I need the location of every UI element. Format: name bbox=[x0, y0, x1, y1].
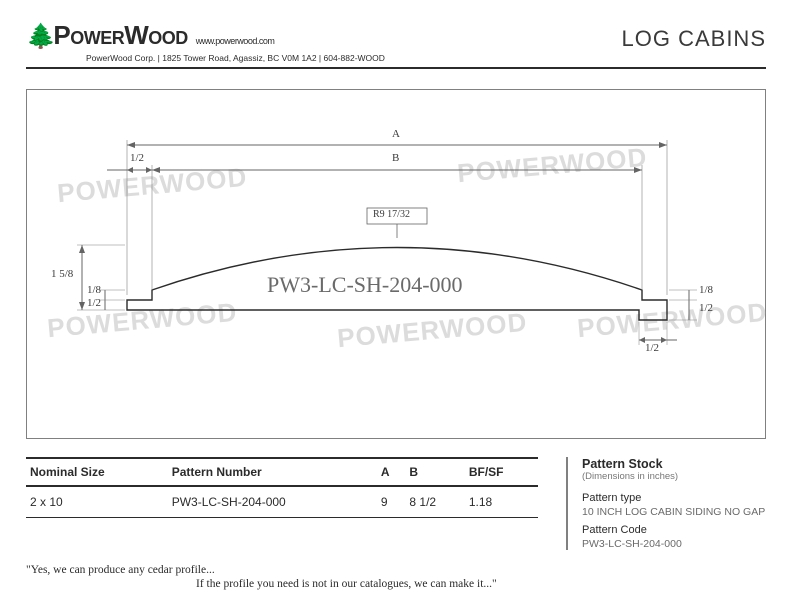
dim-b-label: B bbox=[392, 152, 399, 164]
pattern-code-value: PW3-LC-SH-204-000 bbox=[582, 538, 766, 550]
pattern-type-label: Pattern type bbox=[582, 492, 766, 504]
pattern-table-wrap: Nominal Size Pattern Number A B BF/SF 2 … bbox=[26, 457, 538, 518]
bottom-row: Nominal Size Pattern Number A B BF/SF 2 … bbox=[26, 457, 766, 550]
td-pattern: PW3-LC-SH-204-000 bbox=[168, 486, 377, 518]
th-b: B bbox=[405, 458, 464, 486]
pattern-stock-box: Pattern Stock (Dimensions in inches) Pat… bbox=[566, 457, 766, 550]
page: 🌲POWERWOOD www.powerwood.com PowerWood Co… bbox=[0, 0, 792, 604]
profile-diagram bbox=[27, 90, 767, 440]
pattern-table: Nominal Size Pattern Number A B BF/SF 2 … bbox=[26, 457, 538, 518]
quote-line1: "Yes, we can produce any cedar profile..… bbox=[26, 564, 215, 576]
logo-block: 🌲POWERWOOD www.powerwood.com PowerWood Co… bbox=[26, 20, 385, 63]
tree-icon: 🌲 bbox=[26, 23, 55, 50]
brand-p4: OOD bbox=[148, 28, 188, 48]
td-a: 9 bbox=[377, 486, 406, 518]
dim-half-left: 1/2 bbox=[130, 152, 144, 164]
brand-p2: OWER bbox=[70, 28, 124, 48]
pattern-type-value: 10 INCH LOG CABIN SIDING NO GAP bbox=[582, 506, 766, 518]
dim-half-right2: 1/2 bbox=[645, 342, 659, 354]
header-rule bbox=[26, 67, 766, 69]
sidebox-title-sub: (Dimensions in inches) bbox=[582, 471, 766, 482]
footer-quote: "Yes, we can produce any cedar profile..… bbox=[26, 564, 766, 590]
td-b: 8 1/2 bbox=[405, 486, 464, 518]
th-nominal: Nominal Size bbox=[26, 458, 168, 486]
section-heading: LOG CABINS bbox=[622, 26, 766, 52]
part-label: PW3-LC-SH-204-000 bbox=[267, 272, 463, 298]
radius-label: R9 17/32 bbox=[373, 209, 410, 220]
td-nominal: 2 x 10 bbox=[26, 486, 168, 518]
sidebox-title: Pattern Stock bbox=[582, 457, 766, 471]
brand-p3: W bbox=[124, 20, 148, 50]
table-row: 2 x 10 PW3-LC-SH-204-000 9 8 1/2 1.18 bbox=[26, 486, 538, 518]
brand-url: www.powerwood.com bbox=[196, 36, 275, 46]
company-address: PowerWood Corp. | 1825 Tower Road, Agass… bbox=[86, 53, 385, 63]
dim-a-label: A bbox=[392, 128, 400, 140]
drawing-frame: POWERWOOD POWERWOOD POWERWOOD POWERWOOD … bbox=[26, 89, 766, 439]
dim-eighth-right: 1/8 bbox=[699, 284, 713, 296]
quote-line2: If the profile you need is not in our ca… bbox=[196, 578, 766, 590]
th-bfsf: BF/SF bbox=[465, 458, 538, 486]
brand-logo: 🌲POWERWOOD www.powerwood.com bbox=[26, 20, 385, 51]
dim-half-left2: 1/2 bbox=[87, 297, 101, 309]
dim-height-left: 1 5/8 bbox=[51, 268, 73, 280]
brand-p1: P bbox=[53, 20, 70, 50]
dim-eighth-left: 1/8 bbox=[87, 284, 101, 296]
header: 🌲POWERWOOD www.powerwood.com PowerWood Co… bbox=[26, 20, 766, 63]
th-a: A bbox=[377, 458, 406, 486]
th-pattern: Pattern Number bbox=[168, 458, 377, 486]
pattern-code-label: Pattern Code bbox=[582, 524, 766, 536]
table-header-row: Nominal Size Pattern Number A B BF/SF bbox=[26, 458, 538, 486]
dim-half-right: 1/2 bbox=[699, 302, 713, 314]
td-bfsf: 1.18 bbox=[465, 486, 538, 518]
